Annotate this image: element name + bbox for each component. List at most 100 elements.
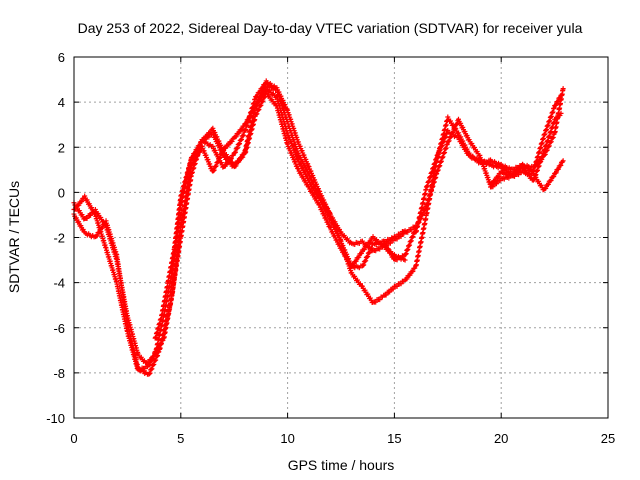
data-point bbox=[325, 205, 331, 211]
data-point bbox=[545, 181, 551, 187]
data-point bbox=[195, 153, 201, 159]
data-point bbox=[548, 139, 554, 145]
data-point bbox=[407, 272, 413, 278]
data-point bbox=[383, 292, 389, 298]
y-tick-label: -4 bbox=[53, 276, 65, 291]
data-point bbox=[490, 184, 496, 190]
data-point bbox=[158, 341, 164, 347]
data-point bbox=[323, 201, 329, 207]
data-point bbox=[551, 174, 557, 180]
data-point bbox=[546, 143, 552, 149]
data-point bbox=[319, 193, 325, 199]
data-point bbox=[532, 163, 538, 169]
data-point bbox=[237, 141, 243, 147]
data-point bbox=[76, 202, 82, 208]
data-point bbox=[448, 134, 454, 140]
data-point bbox=[493, 181, 499, 187]
data-point bbox=[233, 149, 239, 155]
data-point bbox=[236, 130, 242, 136]
data-series-1 bbox=[71, 85, 408, 366]
data-point bbox=[149, 357, 155, 363]
data-point bbox=[226, 142, 232, 148]
data-point bbox=[539, 156, 545, 162]
data-point bbox=[560, 158, 566, 164]
plot-frame bbox=[73, 56, 609, 419]
data-point bbox=[254, 102, 260, 108]
data-point bbox=[192, 157, 198, 163]
data-point bbox=[233, 134, 239, 140]
data-point bbox=[228, 156, 234, 162]
y-tick-label: 4 bbox=[58, 95, 65, 110]
data-point bbox=[310, 172, 316, 178]
data-point bbox=[154, 348, 160, 354]
data-point bbox=[197, 149, 203, 155]
data-point bbox=[356, 254, 362, 260]
data-point bbox=[358, 250, 364, 256]
y-tick-label: -6 bbox=[53, 321, 65, 336]
data-point bbox=[201, 148, 207, 154]
data-point bbox=[299, 148, 305, 154]
data-point bbox=[229, 138, 235, 144]
data-point bbox=[542, 151, 548, 157]
data-point bbox=[222, 163, 228, 169]
data-point bbox=[274, 85, 280, 91]
data-point bbox=[192, 150, 198, 156]
data-point bbox=[405, 229, 411, 235]
data-point bbox=[315, 186, 321, 192]
data-point bbox=[216, 138, 222, 144]
y-tick-label: 6 bbox=[58, 50, 65, 65]
x-tick-label: 15 bbox=[387, 431, 401, 446]
data-point bbox=[276, 89, 282, 95]
data-point bbox=[446, 138, 452, 144]
data-point bbox=[303, 156, 309, 162]
data-point bbox=[558, 162, 564, 168]
data-point bbox=[297, 143, 303, 149]
data-point bbox=[555, 166, 561, 172]
data-point bbox=[550, 134, 556, 140]
data-point bbox=[363, 258, 369, 264]
data-point bbox=[390, 286, 396, 292]
data-point bbox=[241, 132, 247, 138]
data-point bbox=[147, 370, 153, 376]
data-point bbox=[225, 159, 231, 165]
data-point bbox=[319, 206, 325, 212]
data-point bbox=[235, 145, 241, 151]
data-point bbox=[543, 185, 549, 191]
data-point bbox=[197, 142, 203, 148]
data-point bbox=[278, 93, 284, 99]
data-point bbox=[560, 86, 566, 92]
data-point bbox=[409, 227, 415, 233]
data-point bbox=[295, 139, 301, 145]
data-point bbox=[308, 168, 314, 174]
data-point bbox=[286, 145, 292, 151]
chart-title: Day 253 of 2022, Sidereal Day-to-day VTE… bbox=[78, 20, 583, 36]
data-point bbox=[387, 240, 393, 246]
x-tick-label: 0 bbox=[70, 431, 77, 446]
data-point bbox=[377, 297, 383, 303]
data-point bbox=[439, 142, 445, 148]
data-point bbox=[282, 102, 288, 108]
data-point bbox=[213, 163, 219, 169]
data-point bbox=[195, 146, 201, 152]
data-point bbox=[437, 147, 443, 153]
data-point bbox=[219, 150, 225, 156]
data-point bbox=[443, 134, 449, 140]
data-point bbox=[402, 257, 408, 263]
data-point bbox=[294, 163, 300, 169]
data-point bbox=[497, 178, 503, 184]
data-series-4 bbox=[152, 78, 564, 341]
data-point bbox=[260, 85, 266, 91]
data-point bbox=[254, 111, 260, 117]
data-point bbox=[317, 202, 323, 208]
data-point bbox=[256, 107, 262, 113]
data-point bbox=[361, 262, 367, 268]
data-point bbox=[414, 224, 420, 230]
data-point bbox=[212, 130, 218, 136]
data-point bbox=[207, 161, 213, 167]
data-point bbox=[361, 246, 367, 252]
data-point bbox=[410, 268, 416, 274]
data-point bbox=[350, 262, 356, 268]
data-point bbox=[151, 353, 157, 359]
data-point bbox=[450, 129, 456, 135]
